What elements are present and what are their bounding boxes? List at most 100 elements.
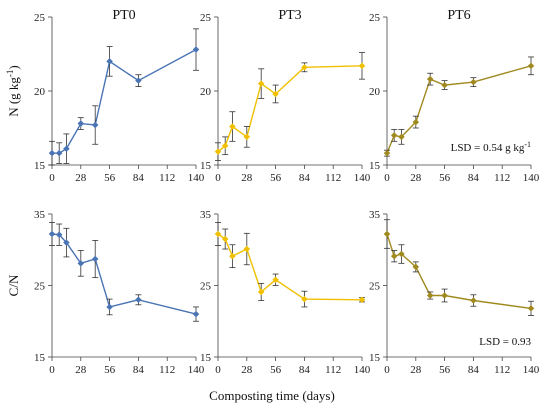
x-tick-label: 84: [299, 364, 311, 376]
lsd-annotation: LSD = 0.54 g kg-1: [451, 140, 531, 155]
x-tick-label: 28: [241, 364, 253, 376]
panel-title: PT0: [112, 8, 135, 23]
x-tick-label: 28: [75, 364, 87, 376]
data-point: [441, 81, 448, 89]
panel-4: 15 25 35 0 28 56 84 112 140: [200, 209, 371, 376]
x-tick-label: 140: [523, 364, 540, 376]
data-point: [91, 255, 99, 263]
y-tick-label: 25: [369, 281, 381, 293]
data-point: [527, 62, 535, 70]
data-point: [192, 46, 200, 53]
data-point: [221, 235, 229, 243]
series-line: [386, 65, 532, 154]
lsd-annotation-text: LSD = 0.93: [479, 336, 531, 348]
x-tick-label: 56: [270, 364, 282, 376]
lsd-annotation-sup: -1: [524, 140, 531, 149]
data-point: [390, 132, 398, 139]
y-tick-label: 15: [369, 160, 381, 172]
x-tick-label: 84: [133, 364, 145, 376]
series-line: [217, 233, 363, 301]
data-point: [229, 252, 236, 260]
x-tick-label: 56: [104, 364, 116, 376]
data-point: [48, 149, 56, 157]
y-axis-label: C/N: [6, 274, 21, 296]
data-point: [412, 263, 420, 271]
panel-title: PT3: [278, 8, 301, 23]
x-tick-label: 112: [325, 172, 341, 184]
x-tick-label: 84: [468, 172, 480, 184]
data-point: [135, 296, 142, 304]
x-tick-label: 112: [325, 364, 341, 376]
data-point: [48, 230, 56, 238]
panel-3: 15 25 35 0 28 56 84 112 140 C/N: [6, 209, 205, 376]
x-axis-label: Composting time (days): [209, 388, 335, 403]
data-point: [426, 292, 434, 299]
series-line: [51, 233, 197, 315]
data-point: [63, 145, 70, 152]
data-point: [77, 120, 85, 127]
x-tick-label: 140: [188, 364, 205, 376]
x-tick-label: 56: [104, 172, 116, 184]
y-tick-label: 25: [200, 281, 212, 293]
x-tick-label: 56: [270, 172, 282, 184]
x-tick-label: 0: [49, 364, 55, 376]
panel-0: 15 20 25 0 28 56 84 112 140 PT0 N (g kg-1): [5, 8, 205, 184]
y-axis-label-text: C/N: [6, 274, 21, 296]
data-point: [243, 133, 251, 141]
data-point: [470, 78, 477, 86]
panel-5: 15 25 35 0 28 56 84 112 140 LSD = 0.93: [369, 209, 540, 376]
panel-1: 15 20 25 0 28 56 84 112 140 PT3: [200, 8, 371, 184]
y-tick-label: 15: [34, 160, 46, 172]
y-tick-label: 20: [369, 86, 381, 98]
x-tick-label: 28: [410, 364, 422, 376]
data-point: [398, 133, 405, 141]
data-point: [358, 296, 366, 304]
y-tick-label: 15: [369, 352, 381, 364]
y-axis-label-sup: -1: [5, 70, 15, 78]
data-point: [63, 239, 70, 246]
data-point: [390, 252, 398, 260]
x-tick-label: 84: [468, 364, 480, 376]
x-tick-label: 140: [354, 364, 371, 376]
x-tick-label: 0: [384, 364, 390, 376]
x-tick-label: 140: [523, 172, 540, 184]
x-tick-label: 28: [410, 172, 422, 184]
series-line: [52, 48, 197, 154]
panel-title: PT6: [447, 8, 470, 23]
x-tick-label: 56: [439, 364, 451, 376]
y-tick-label: 35: [369, 209, 381, 221]
data-point: [221, 142, 229, 150]
data-point: [192, 310, 200, 318]
data-point: [91, 121, 99, 129]
y-tick-label: 25: [34, 12, 46, 24]
y-tick-label: 15: [34, 352, 46, 364]
x-tick-label: 0: [215, 364, 221, 376]
data-point: [243, 245, 251, 253]
data-point: [106, 303, 113, 311]
data-point: [358, 62, 366, 70]
y-axis-label: N (g kg-1): [5, 65, 21, 117]
y-tick-label: 25: [200, 12, 212, 24]
data-point: [55, 231, 63, 238]
y-tick-label: 15: [200, 352, 212, 364]
x-tick-label: 112: [159, 364, 175, 376]
x-tick-label: 112: [494, 172, 510, 184]
y-tick-label: 20: [34, 86, 46, 98]
y-tick-label: 20: [200, 86, 212, 98]
y-tick-label: 35: [200, 209, 212, 221]
y-tick-label: 35: [34, 209, 46, 221]
x-tick-label: 140: [354, 172, 371, 184]
x-tick-label: 140: [188, 172, 205, 184]
lsd-annotation: LSD = 0.93: [479, 336, 531, 348]
panel-2: 15 20 25 0 28 56 84 112 140 PT6 LSD = 0.54 g kg-1: [369, 8, 540, 184]
x-tick-label: 0: [215, 172, 221, 184]
x-tick-label: 28: [241, 172, 253, 184]
data-point: [383, 230, 391, 238]
series-line: [217, 65, 363, 153]
data-point: [257, 288, 265, 296]
data-point: [470, 297, 477, 304]
x-tick-label: 0: [49, 172, 55, 184]
y-tick-label: 25: [34, 281, 46, 293]
data-point: [426, 75, 434, 83]
y-tick-label: 25: [369, 12, 381, 24]
